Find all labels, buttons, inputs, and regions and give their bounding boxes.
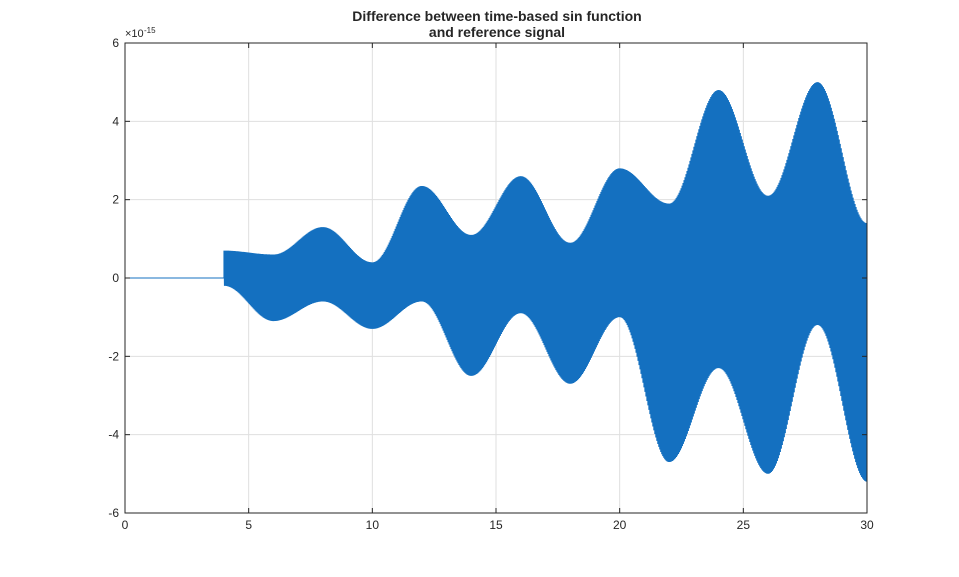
series-line [125,82,868,482]
y-exponent-label: ×10 -15 [125,26,156,40]
x-tick-label: 5 [245,518,252,532]
x-tick-label: 20 [613,518,627,532]
y-exponent-base: ×10 [125,28,144,40]
y-tick-label: 0 [112,271,119,285]
x-tick-labels: 0 5 10 15 20 25 30 [122,518,874,532]
axis-ticks [124,42,868,514]
y-tick-label: -4 [108,428,119,442]
x-tick-label: 30 [860,518,874,532]
y-tick-label: 6 [112,36,119,50]
x-tick-label: 10 [366,518,380,532]
y-tick-labels: -6 -4 -2 0 2 4 6 [108,36,119,520]
chart-title-line-2: and reference signal [429,24,565,40]
x-tick-label: 25 [737,518,751,532]
y-exponent-power: -15 [144,26,156,35]
y-tick-label: -2 [108,349,119,363]
x-tick-label: 15 [489,518,503,532]
y-tick-label: -6 [108,506,119,520]
x-tick-label: 0 [122,518,129,532]
series-difference [125,82,868,482]
y-tick-label: 2 [112,193,119,207]
y-tick-label: 4 [112,114,119,128]
chart-title-line-1: Difference between time-based sin functi… [352,8,641,24]
